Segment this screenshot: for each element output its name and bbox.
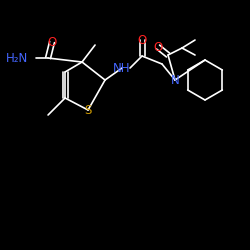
Text: O: O [138, 34, 147, 46]
Text: O: O [154, 40, 163, 54]
Text: NH: NH [113, 62, 131, 74]
Text: H₂N: H₂N [6, 52, 28, 64]
Text: O: O [48, 36, 57, 49]
Text: S: S [84, 104, 92, 117]
Text: N: N [171, 74, 179, 86]
